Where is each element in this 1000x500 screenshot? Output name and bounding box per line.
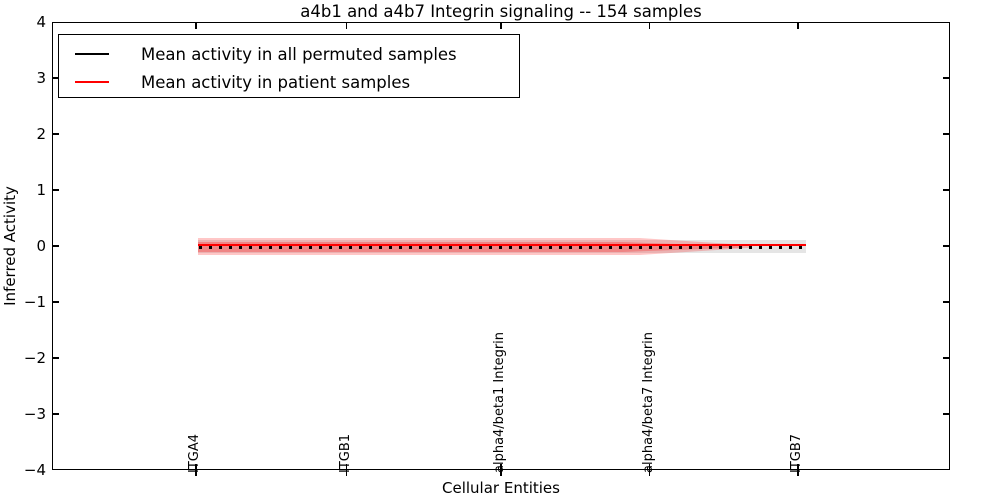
y-tick xyxy=(52,301,59,303)
legend-label: Mean activity in patient samples xyxy=(141,72,411,92)
y-tick xyxy=(943,357,950,359)
y-tick-label: −1 xyxy=(23,293,46,311)
y-tick xyxy=(943,245,950,247)
x-tick xyxy=(797,464,799,476)
patient-mean-line xyxy=(198,244,806,246)
x-tick-label: ITGA4 xyxy=(187,433,202,473)
legend-item-patient: Mean activity in patient samples xyxy=(75,68,519,96)
y-tick-label: −2 xyxy=(23,349,46,367)
chart-title: a4b1 and a4b7 Integrin signaling -- 154 … xyxy=(300,2,702,21)
x-tick xyxy=(797,22,799,29)
y-tick-label: 1 xyxy=(36,181,46,199)
y-tick-label: −3 xyxy=(23,405,46,423)
permuted-mean-line xyxy=(199,246,805,249)
y-tick xyxy=(52,189,59,191)
x-axis-label: Cellular Entities xyxy=(442,479,560,497)
x-tick xyxy=(345,464,347,476)
x-tick-label: alpha4/beta7 Integrin xyxy=(640,331,656,473)
x-tick xyxy=(648,464,650,476)
legend-label: Mean activity in all permuted samples xyxy=(141,44,457,64)
y-tick-label: −4 xyxy=(23,461,46,479)
y-tick xyxy=(52,245,59,247)
y-tick xyxy=(943,133,950,135)
y-tick xyxy=(943,413,950,415)
x-tick xyxy=(500,22,502,29)
x-tick xyxy=(195,22,197,29)
y-tick xyxy=(943,189,950,191)
legend-item-permuted: Mean activity in all permuted samples xyxy=(75,40,519,68)
y-tick xyxy=(52,77,59,79)
y-tick-label: 4 xyxy=(36,13,46,31)
y-tick xyxy=(943,301,950,303)
y-tick xyxy=(943,77,950,79)
x-tick xyxy=(500,464,502,476)
x-tick-label: alpha4/beta1 Integrin xyxy=(492,331,507,473)
x-tick xyxy=(345,22,347,29)
x-tick-label: ITGB7 xyxy=(789,433,804,473)
patient-line-swatch xyxy=(75,81,109,83)
y-tick-label: 3 xyxy=(36,69,46,87)
legend: Mean activity in all permuted samples Me… xyxy=(58,34,520,98)
x-tick xyxy=(195,464,197,476)
y-tick xyxy=(52,413,59,415)
x-tick xyxy=(648,22,650,29)
y-tick xyxy=(52,357,59,359)
x-tick-label: ITGB1 xyxy=(337,433,353,473)
y-tick xyxy=(52,133,59,135)
y-tick-label: 2 xyxy=(36,125,46,143)
permuted-line-swatch xyxy=(75,53,109,55)
y-tick-label: 0 xyxy=(36,237,46,255)
